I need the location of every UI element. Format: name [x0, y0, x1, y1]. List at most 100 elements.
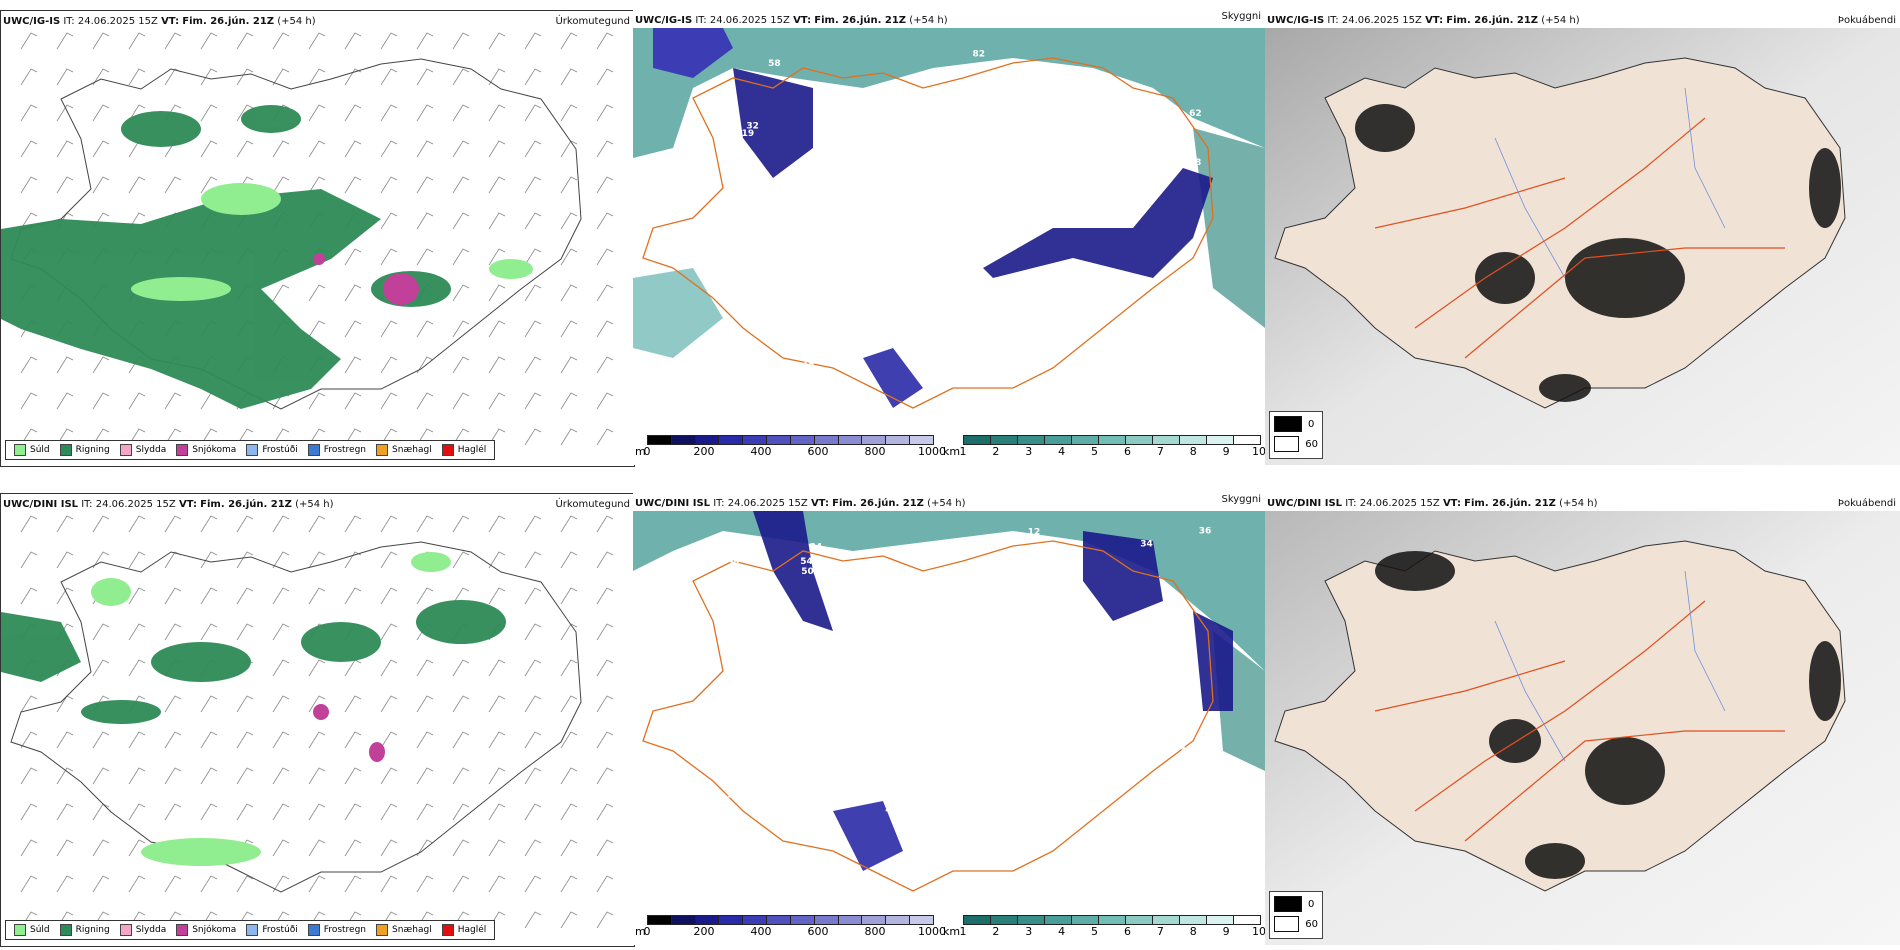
cloudbase-colorbar: m 0 200 400 600 800 1000 — [635, 915, 946, 941]
wind-barb — [560, 284, 578, 302]
wind-barb — [200, 731, 218, 749]
colorbar-cell — [1234, 916, 1260, 924]
wind-barb — [560, 104, 578, 122]
wind-barb — [272, 623, 290, 641]
colorbar-tick: 9 — [1222, 925, 1230, 938]
legend-item: Snæhagl — [376, 444, 432, 456]
legend-swatch — [59, 924, 72, 936]
wind-barb — [488, 515, 506, 533]
colorbar-tick: 3 — [1025, 925, 1033, 938]
wind-barb — [236, 551, 254, 569]
wind-barb — [344, 320, 362, 338]
visibility-colorbar: km 1 2 3 4 5 6 7 8 9 10 — [943, 915, 1265, 941]
cloudbase-label: 36 — [912, 223, 925, 233]
wind-barb — [524, 248, 542, 266]
cloudbase-label: 29 — [927, 126, 940, 136]
colorbar-cell — [886, 436, 911, 444]
wind-barb — [200, 104, 218, 122]
cloudbase-label: 58 — [768, 59, 781, 69]
colorbar-cell — [1207, 436, 1234, 444]
wind-barb — [20, 839, 38, 857]
product-label: Úrkomutegund — [555, 16, 630, 27]
wind-barb — [452, 515, 470, 533]
wind-barb — [524, 767, 542, 785]
wind-barb — [524, 587, 542, 605]
colorbar-tick: 0 — [643, 925, 651, 938]
wind-barb — [416, 803, 434, 821]
cloudbase-label: 329 — [1153, 716, 1172, 726]
cloudbase-label: 47 — [819, 317, 832, 327]
wind-barb — [164, 515, 182, 533]
wind-barb — [272, 68, 290, 86]
wind-barb — [596, 248, 614, 266]
colorbar-cell — [648, 436, 672, 444]
colorbar-cell — [862, 436, 887, 444]
legend-item: Slydda — [119, 444, 166, 456]
wind-barb — [380, 839, 398, 857]
colorbar-cell — [695, 436, 720, 444]
legend-item: Frostregn — [307, 924, 366, 936]
fog-map — [1265, 28, 1900, 465]
cloudbase-label: 58 — [1037, 814, 1050, 824]
visibility-map: 137 329 214 34 68 43 31 38 41 91 47 89 44 50 43 79 64 70 4… — [633, 511, 1265, 921]
wind-barb — [308, 104, 326, 122]
wind-barb — [200, 767, 218, 785]
legend-item: Rigning — [59, 924, 110, 936]
legend-swatch — [14, 444, 26, 456]
wind-barb — [488, 731, 506, 749]
wind-barb — [380, 104, 398, 122]
colorbar-tick: 400 — [750, 925, 772, 938]
wind-barb — [56, 140, 74, 158]
colorbar-tick: 2 — [992, 445, 1000, 458]
wind-barb — [20, 176, 38, 194]
wind-barb — [596, 803, 614, 821]
wind-barb — [308, 803, 326, 821]
wind-barb — [164, 731, 182, 749]
wind-barb — [524, 176, 542, 194]
wind-barb — [20, 104, 38, 122]
cloudbase-label: 32 — [746, 122, 759, 132]
wind-barb — [272, 803, 290, 821]
colorbar-tick: 400 — [750, 445, 772, 458]
wind-barb — [200, 515, 218, 533]
cloudbase-label: 50 — [1167, 843, 1180, 853]
legend-swatch — [441, 924, 454, 936]
wind-barb — [344, 392, 362, 410]
colorbar-cell — [790, 916, 815, 924]
wind-barb — [200, 875, 218, 893]
colorbar-cell — [1234, 436, 1260, 444]
wind-barb — [416, 104, 434, 122]
wind-barb — [452, 659, 470, 677]
wind-barb — [344, 104, 362, 122]
colorbar-cell — [719, 916, 744, 924]
wind-barb — [452, 392, 470, 410]
precip-type-panel-bottom: UWC/DINI ISL IT: 24.06.2025 15Z VT: Fim.… — [0, 493, 635, 947]
cloudbase-label: 59 — [942, 126, 955, 136]
wind-barb — [416, 515, 434, 533]
wind-barb — [596, 104, 614, 122]
colorbar-tick: 1000 — [918, 925, 946, 938]
wind-barb — [488, 248, 506, 266]
legend-item: Haglél — [441, 924, 486, 936]
wind-barb — [308, 695, 326, 713]
wind-barb — [344, 140, 362, 158]
precip-map — [1, 512, 634, 946]
cloudbase-label: 27 — [968, 853, 981, 863]
wind-barb — [128, 392, 146, 410]
wind-barb — [488, 803, 506, 821]
wind-barb — [20, 356, 38, 374]
wind-barb — [524, 68, 542, 86]
wind-barb — [488, 839, 506, 857]
cloudbase-label: 40 — [888, 629, 901, 639]
wind-barb — [596, 284, 614, 302]
wind-barb — [128, 875, 146, 893]
wind-barb — [524, 104, 542, 122]
wind-barb — [488, 320, 506, 338]
legend-swatch — [246, 924, 259, 936]
wind-barb — [416, 428, 434, 446]
wind-barb — [380, 212, 398, 230]
wind-barb — [380, 392, 398, 410]
legend-swatch — [307, 924, 320, 936]
colorbar-tick: 6 — [1123, 925, 1131, 938]
wind-barb — [416, 320, 434, 338]
